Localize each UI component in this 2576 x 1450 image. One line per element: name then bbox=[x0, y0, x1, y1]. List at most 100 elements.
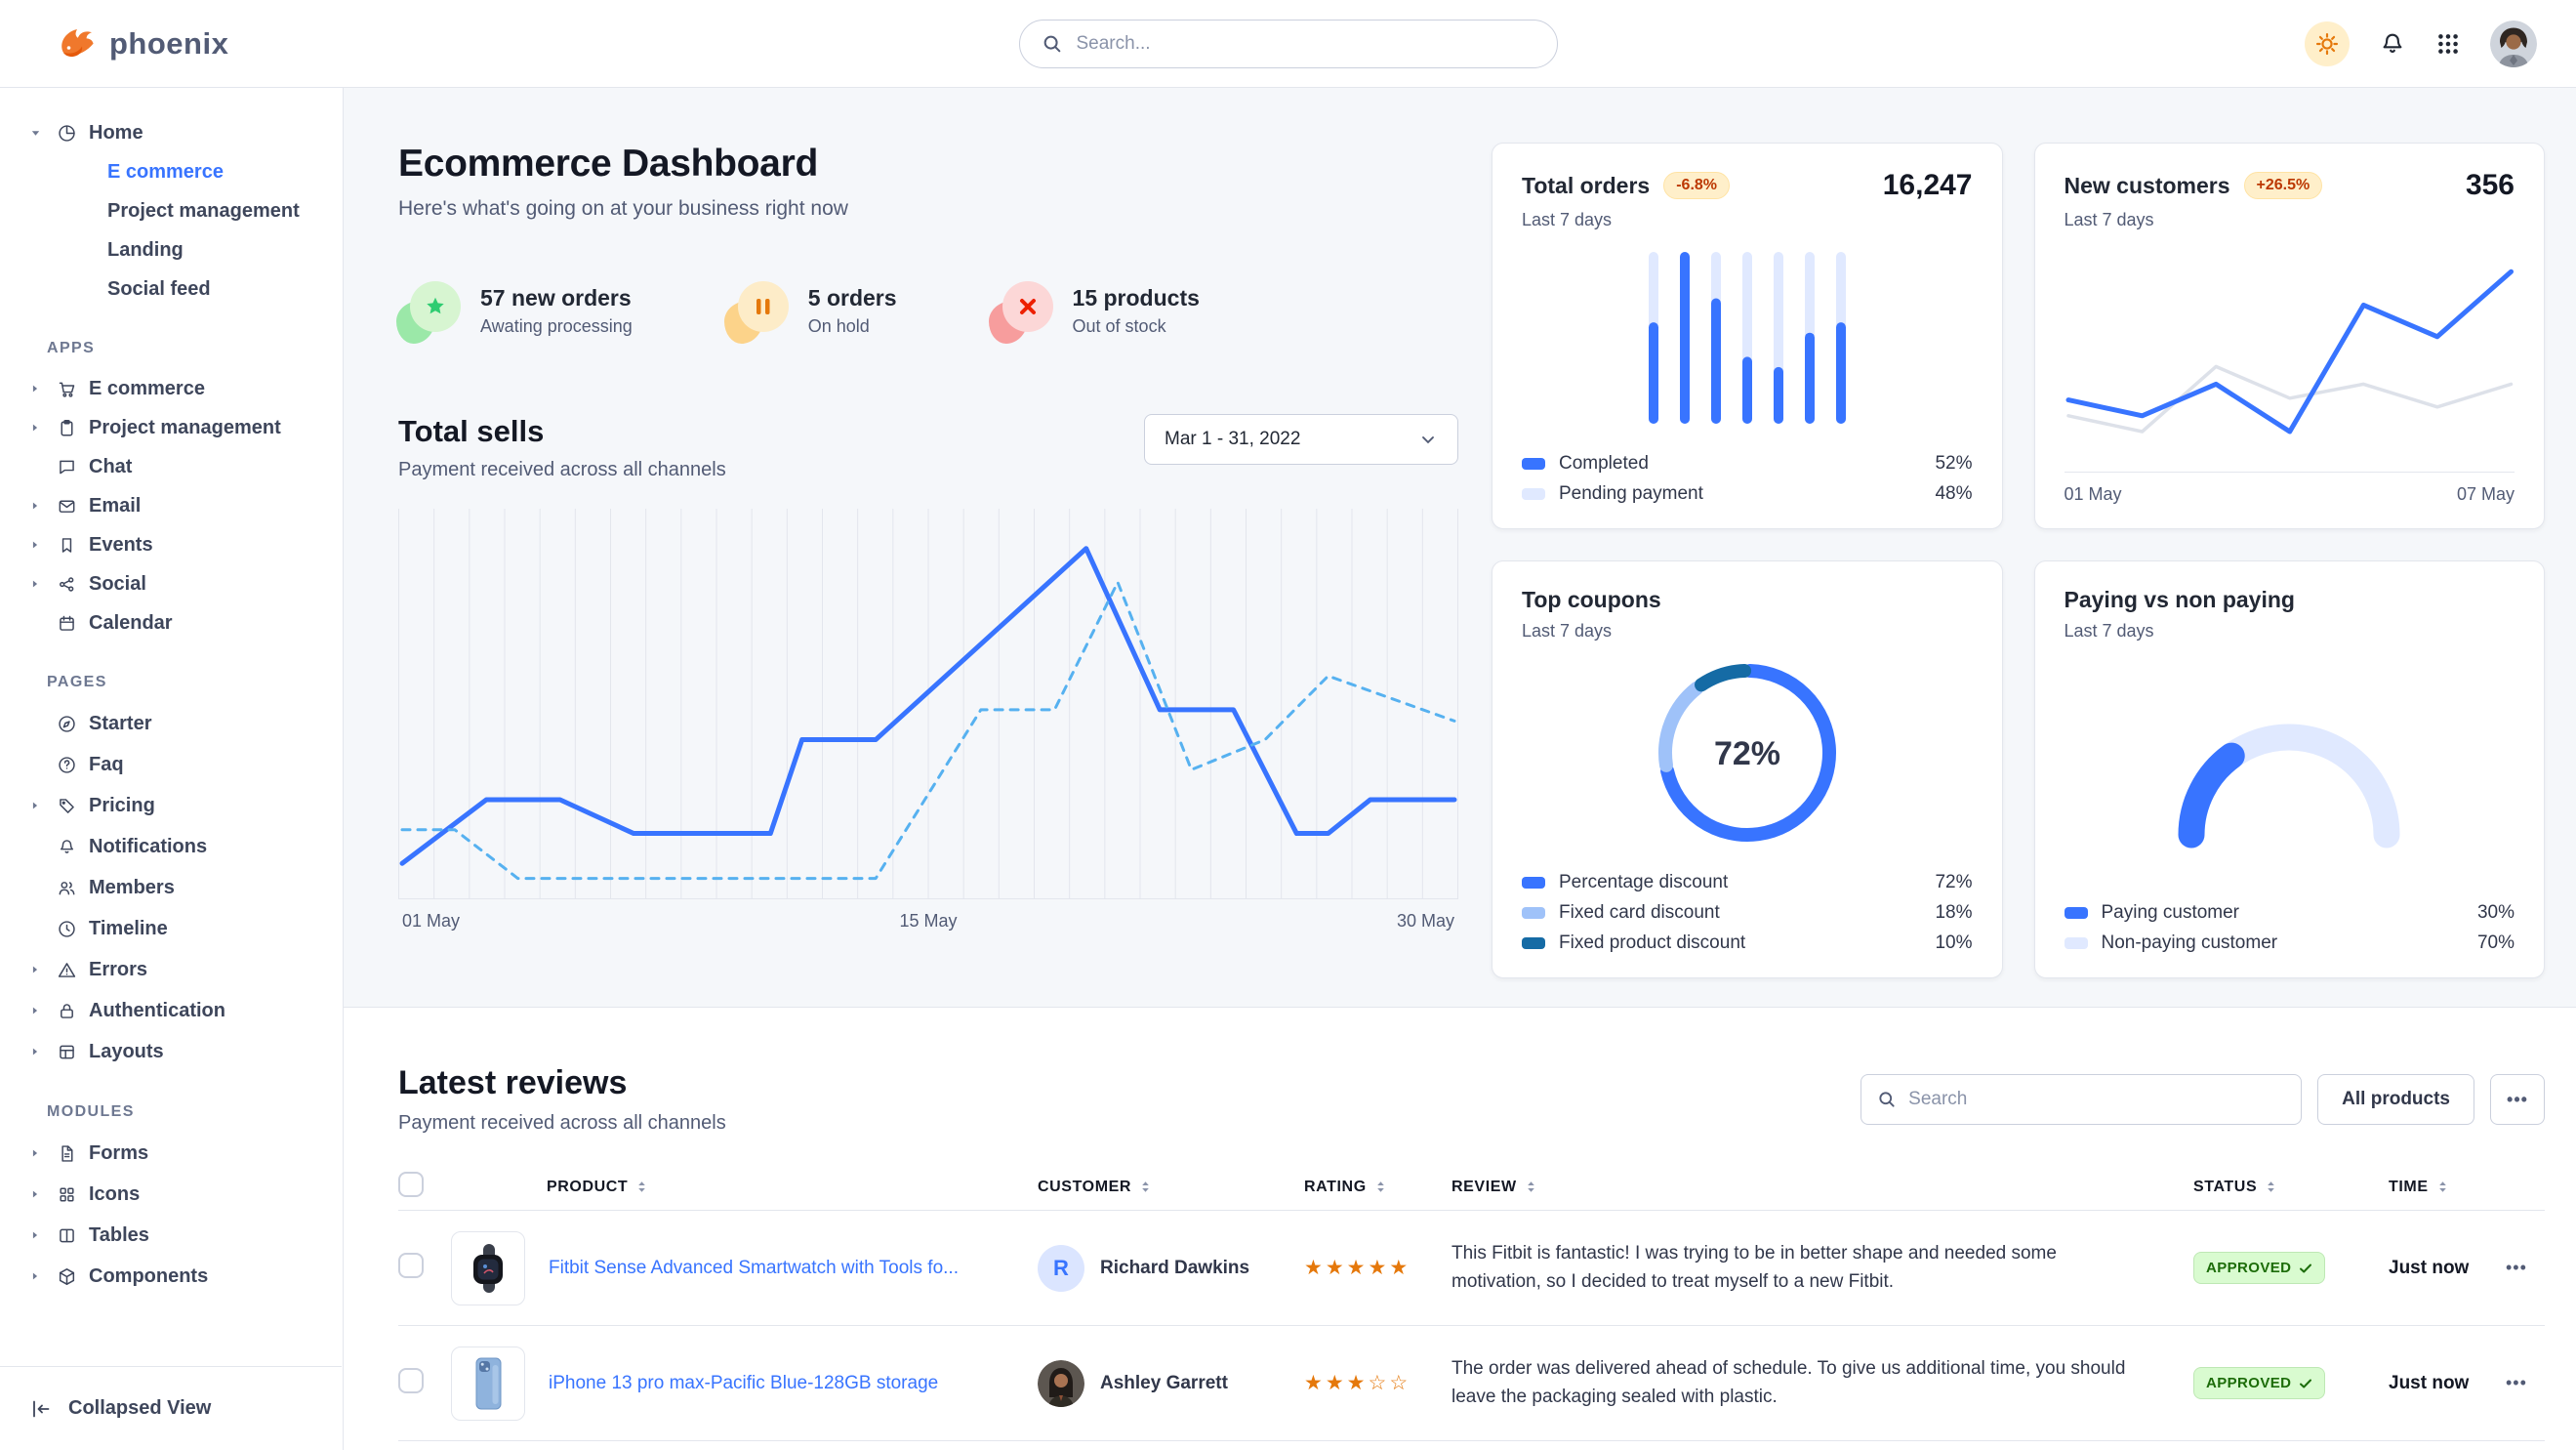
star-icon: ★ bbox=[1325, 1372, 1347, 1394]
legend-label: Fixed product discount bbox=[1559, 932, 1746, 953]
sidebar-item-landing[interactable]: Landing bbox=[107, 238, 184, 261]
sidebar-item-authentication[interactable]: Authentication bbox=[0, 990, 343, 1031]
sidebar-item-project-management-app[interactable]: Project management bbox=[0, 408, 343, 447]
review-text: This Fitbit is fantastic! I was trying t… bbox=[1452, 1243, 2057, 1292]
sort-icon bbox=[1527, 1181, 1534, 1192]
avatar-image bbox=[2490, 20, 2537, 67]
sidebar-item-timeline[interactable]: Timeline bbox=[0, 908, 343, 949]
column-header-product[interactable]: PRODUCT bbox=[451, 1179, 1038, 1196]
phoenix-logo-icon bbox=[61, 28, 94, 57]
table-header-row: PRODUCT CUSTOMER RATING REVIEW STATUS bbox=[398, 1164, 2545, 1211]
row-checkbox[interactable] bbox=[398, 1368, 424, 1393]
sidebar-item-ecommerce[interactable]: E commerce bbox=[107, 160, 224, 183]
collapse-label: Collapsed View bbox=[68, 1397, 212, 1419]
question-circle-icon bbox=[59, 756, 75, 773]
check-icon bbox=[2300, 1379, 2312, 1388]
product-link[interactable]: Fitbit Sense Advanced Smartwatch with To… bbox=[549, 1257, 959, 1278]
brand-name: phoenix bbox=[109, 25, 229, 61]
svg-text:72%: 72% bbox=[1714, 735, 1780, 772]
profile-avatar[interactable] bbox=[2490, 20, 2537, 67]
row-checkbox[interactable] bbox=[398, 1253, 424, 1278]
legend-chip bbox=[1522, 458, 1545, 470]
legend-label: Fixed card discount bbox=[1559, 902, 1720, 923]
apps-grid-button[interactable] bbox=[2435, 31, 2461, 57]
notifications-button[interactable] bbox=[2379, 30, 2406, 58]
sidebar-item-starter[interactable]: Starter bbox=[0, 703, 343, 744]
global-search[interactable] bbox=[1018, 20, 1558, 68]
sidebar-item-project-management[interactable]: Project management bbox=[107, 199, 300, 222]
theme-toggle-button[interactable] bbox=[2305, 21, 2350, 66]
topbar-actions bbox=[2305, 20, 2576, 67]
card-title: Top coupons bbox=[1522, 587, 1661, 612]
row-menu-button[interactable]: ••• bbox=[2506, 1373, 2527, 1392]
brand-logo[interactable]: phoenix bbox=[0, 23, 344, 64]
smartwatch-image bbox=[473, 1243, 503, 1293]
reviews-table: PRODUCT CUSTOMER RATING REVIEW STATUS bbox=[398, 1164, 2545, 1450]
sidebar-item-label: E commerce bbox=[89, 377, 205, 399]
stat-orders-on-hold: 5 orders On hold bbox=[723, 281, 897, 344]
sidebar-item-errors[interactable]: Errors bbox=[0, 949, 343, 990]
column-header-rating[interactable]: RATING bbox=[1304, 1179, 1452, 1196]
sidebar-item-label: Errors bbox=[89, 958, 148, 980]
column-header-review[interactable]: REVIEW bbox=[1452, 1179, 2193, 1196]
star-icon: ★ bbox=[1346, 1257, 1369, 1279]
chevron-right-icon bbox=[25, 1189, 45, 1199]
legend-chip bbox=[1522, 877, 1545, 889]
column-header-time[interactable]: TIME bbox=[2389, 1179, 2506, 1196]
product-link[interactable]: iPhone 13 pro max-Pacific Blue-128GB sto… bbox=[549, 1372, 939, 1393]
sidebar-item-social[interactable]: Social bbox=[0, 564, 343, 603]
review-time: Just now bbox=[2389, 1257, 2470, 1278]
sidebar-item-faq[interactable]: Faq bbox=[0, 744, 343, 785]
legend-chip bbox=[1522, 937, 1545, 949]
chevron-right-icon bbox=[25, 1148, 45, 1158]
chevron-right-icon bbox=[25, 384, 45, 394]
x-tick: 30 May bbox=[1396, 911, 1454, 931]
status-badge: APPROVED bbox=[2193, 1252, 2326, 1284]
sidebar-item-label: Events bbox=[89, 533, 153, 556]
sidebar-item-social-feed[interactable]: Social feed bbox=[107, 277, 211, 300]
select-all-checkbox[interactable] bbox=[398, 1172, 424, 1197]
sidebar-item-pricing[interactable]: Pricing bbox=[0, 785, 343, 826]
sidebar-item-components[interactable]: Components bbox=[0, 1256, 343, 1297]
trend-badge: +26.5% bbox=[2243, 172, 2323, 199]
stat-caption: On hold bbox=[807, 315, 870, 336]
sidebar-item-label: Calendar bbox=[89, 611, 173, 634]
sidebar-item-ecommerce-app[interactable]: E commerce bbox=[0, 369, 343, 408]
review-text: The order was delivered ahead of schedul… bbox=[1452, 1358, 2126, 1407]
sidebar-item-layouts[interactable]: Layouts bbox=[0, 1031, 343, 1072]
sidebar-item-tables[interactable]: Tables bbox=[0, 1215, 343, 1256]
file-icon bbox=[61, 1144, 73, 1162]
sidebar-item-icons[interactable]: Icons bbox=[0, 1174, 343, 1215]
reviews-search[interactable] bbox=[1860, 1074, 2303, 1125]
sidebar-item-members[interactable]: Members bbox=[0, 867, 343, 908]
sidebar-item-label: Authentication bbox=[89, 999, 225, 1021]
paying-legend: Paying customer 30% Non-paying customer … bbox=[2064, 902, 2515, 954]
stat-value: 5 orders bbox=[807, 284, 897, 311]
tag-icon bbox=[60, 798, 74, 813]
column-header-status[interactable]: STATUS bbox=[2193, 1179, 2389, 1196]
sidebar-item-home[interactable]: Home bbox=[0, 113, 343, 152]
stat-value: 57 new orders bbox=[480, 284, 632, 311]
on-hold-icon bbox=[723, 281, 789, 344]
sidebar-item-chat[interactable]: Chat bbox=[0, 447, 343, 486]
legend-value: 72% bbox=[1935, 872, 1973, 892]
sidebar-item-events[interactable]: Events bbox=[0, 525, 343, 564]
date-range-select[interactable]: Mar 1 - 31, 2022 bbox=[1144, 414, 1458, 465]
collapse-icon bbox=[33, 1400, 50, 1417]
sidebar-item-notifications[interactable]: Notifications bbox=[0, 826, 343, 867]
card-subtitle: Last 7 days bbox=[2064, 621, 2154, 641]
column-header-customer[interactable]: CUSTOMER bbox=[1038, 1179, 1304, 1196]
reviews-search-input[interactable] bbox=[1908, 1089, 2286, 1110]
status-badge: APPROVED bbox=[2193, 1367, 2326, 1399]
sidebar-item-label: Icons bbox=[89, 1182, 141, 1205]
sidebar-item-forms[interactable]: Forms bbox=[0, 1133, 343, 1174]
global-search-input[interactable] bbox=[1076, 33, 1535, 55]
legend-value: 48% bbox=[1935, 483, 1973, 504]
sidebar-item-calendar[interactable]: Calendar bbox=[0, 603, 343, 642]
row-menu-button[interactable]: ••• bbox=[2506, 1258, 2527, 1277]
collapse-sidebar-button[interactable]: Collapsed View bbox=[0, 1366, 342, 1450]
sidebar-item-label: Notifications bbox=[89, 835, 208, 857]
reviews-menu-button[interactable]: ••• bbox=[2490, 1074, 2545, 1125]
sidebar-item-email[interactable]: Email bbox=[0, 486, 343, 525]
all-products-button[interactable]: All products bbox=[2317, 1074, 2474, 1125]
